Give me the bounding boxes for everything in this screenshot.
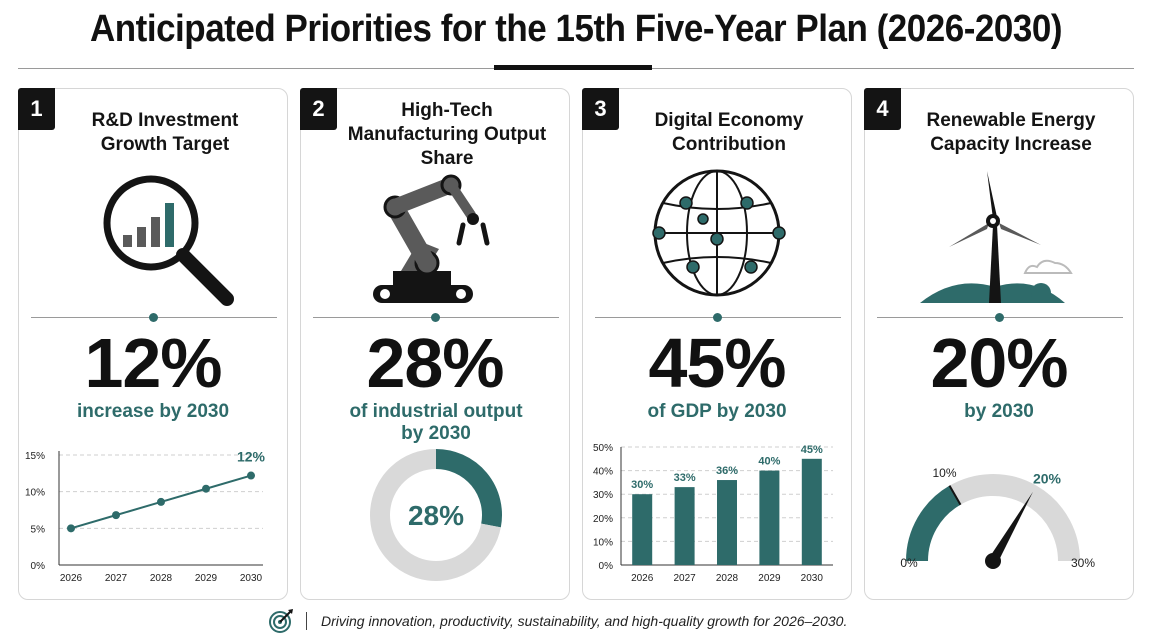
robot-arm-icon <box>373 174 490 303</box>
bar <box>759 470 780 565</box>
x-tick-label: 2029 <box>758 573 781 584</box>
bar-value-label: 40% <box>758 456 780 468</box>
x-tick-label: 2027 <box>673 573 696 584</box>
card-value: 28% <box>366 324 504 402</box>
card-title: Digital Economy Contribution <box>654 110 804 155</box>
y-tick-label: 50% <box>593 443 613 454</box>
y-tick-label: 5% <box>31 524 46 535</box>
card-number-badge: 2 <box>300 88 337 130</box>
gauge-baseline-tick <box>948 485 962 506</box>
bar <box>717 480 737 565</box>
end-value-label: 12% <box>237 449 266 465</box>
x-tick-label: 2026 <box>631 573 654 584</box>
data-point <box>247 471 255 480</box>
gauge-min-label: 0% <box>900 556 918 570</box>
card-number-badge: 4 <box>864 88 901 130</box>
bar-value-label: 33% <box>674 472 696 484</box>
data-point <box>157 497 165 506</box>
donut-slice <box>435 449 502 528</box>
y-tick-label: 30% <box>593 490 613 501</box>
card-digital-economy: 3 Digital Economy Contribution 45% of GD… <box>582 88 852 600</box>
y-tick-label: 10% <box>593 537 613 548</box>
x-tick-label: 2028 <box>716 573 739 584</box>
target-arrow-icon <box>269 609 293 633</box>
gauge-value-label: 20% <box>1033 471 1062 487</box>
data-point <box>202 484 210 493</box>
card-number-badge: 3 <box>582 88 619 130</box>
donut-slice <box>370 449 501 581</box>
page-title: Anticipated Priorities for the 15th Five… <box>89 8 1063 50</box>
data-point <box>67 524 75 533</box>
bar-value-label: 36% <box>716 465 738 477</box>
x-tick-label: 2026 <box>60 573 83 584</box>
card-title: R&D Investment Growth Target <box>91 110 239 155</box>
x-tick-label: 2027 <box>105 573 128 584</box>
renewable-gauge-chart: 10% 20% 0% 30% <box>900 466 1095 570</box>
card-value: 12% <box>84 324 222 402</box>
card-subtitle: increase by 2030 <box>76 401 230 422</box>
gauge-remaining-arc <box>949 474 1080 562</box>
gauge-hub <box>985 553 1001 569</box>
x-tick-label: 2028 <box>150 573 173 584</box>
y-tick-label: 0% <box>599 561 614 572</box>
card-high-tech: 2 High-Tech Manufacturing Output Share 2… <box>300 88 570 600</box>
footer-separator <box>306 612 307 630</box>
divider-dot <box>995 313 1004 322</box>
bar-value-label: 45% <box>801 444 823 456</box>
y-tick-label: 10% <box>25 488 45 499</box>
card-title: Renewable Energy Capacity Increase <box>926 110 1096 155</box>
card-value: 45% <box>648 324 786 402</box>
y-tick-label: 15% <box>25 451 45 462</box>
card-number-badge: 1 <box>18 88 55 130</box>
x-tick-label: 2030 <box>240 573 263 584</box>
x-tick-label: 2030 <box>801 573 824 584</box>
y-tick-label: 0% <box>31 561 46 572</box>
magnifier-bar-chart-icon <box>103 175 234 306</box>
bar <box>801 458 822 565</box>
card-value: 20% <box>930 324 1068 402</box>
data-point <box>112 511 120 520</box>
gauge-max-label: 30% <box>1071 556 1095 570</box>
card-subtitle: of GDP by 2030 <box>647 401 787 422</box>
digital-economy-bar-chart: 0% 10% 20% 30% 40% 50% 30% 2026 33% 2027 36% 2028 40… <box>593 443 833 584</box>
donut-center-label: 28% <box>408 500 464 531</box>
x-tick-label: 2029 <box>195 573 218 584</box>
bar <box>674 487 695 565</box>
bar <box>632 494 653 565</box>
gauge-needle <box>988 491 1033 564</box>
high-tech-donut-chart: 28% <box>370 449 502 581</box>
card-title: High-Tech Manufacturing Output Share <box>347 100 547 169</box>
y-tick-label: 20% <box>593 514 613 525</box>
bar-value-label: 30% <box>631 479 653 491</box>
divider-dot <box>713 313 722 322</box>
divider-dot <box>149 313 158 322</box>
wind-turbine-icon <box>920 171 1073 303</box>
y-tick-label: 40% <box>593 467 613 478</box>
divider-dot <box>431 313 440 322</box>
card-renewable-energy: 4 Renewable Energy Capacity Increase 20%… <box>864 88 1134 600</box>
title-accent-bar <box>494 65 652 70</box>
footer: Driving innovation, productivity, sustai… <box>268 608 847 634</box>
gauge-mark-label: 10% <box>932 466 956 480</box>
card-rd-investment: 1 R&D Investment Growth Target 12% incre… <box>18 88 288 600</box>
footer-text: Driving innovation, productivity, sustai… <box>321 613 848 629</box>
card-subtitle: by 2030 <box>964 401 1034 422</box>
card-subtitle: of industrial output by 2030 <box>349 401 523 444</box>
gauge-filled-arc <box>906 485 961 562</box>
rd-line-chart: 0% 5% 10% 15% 2026 2027 2028 2029 2030 12% <box>25 449 266 584</box>
network-globe-icon <box>652 169 786 297</box>
